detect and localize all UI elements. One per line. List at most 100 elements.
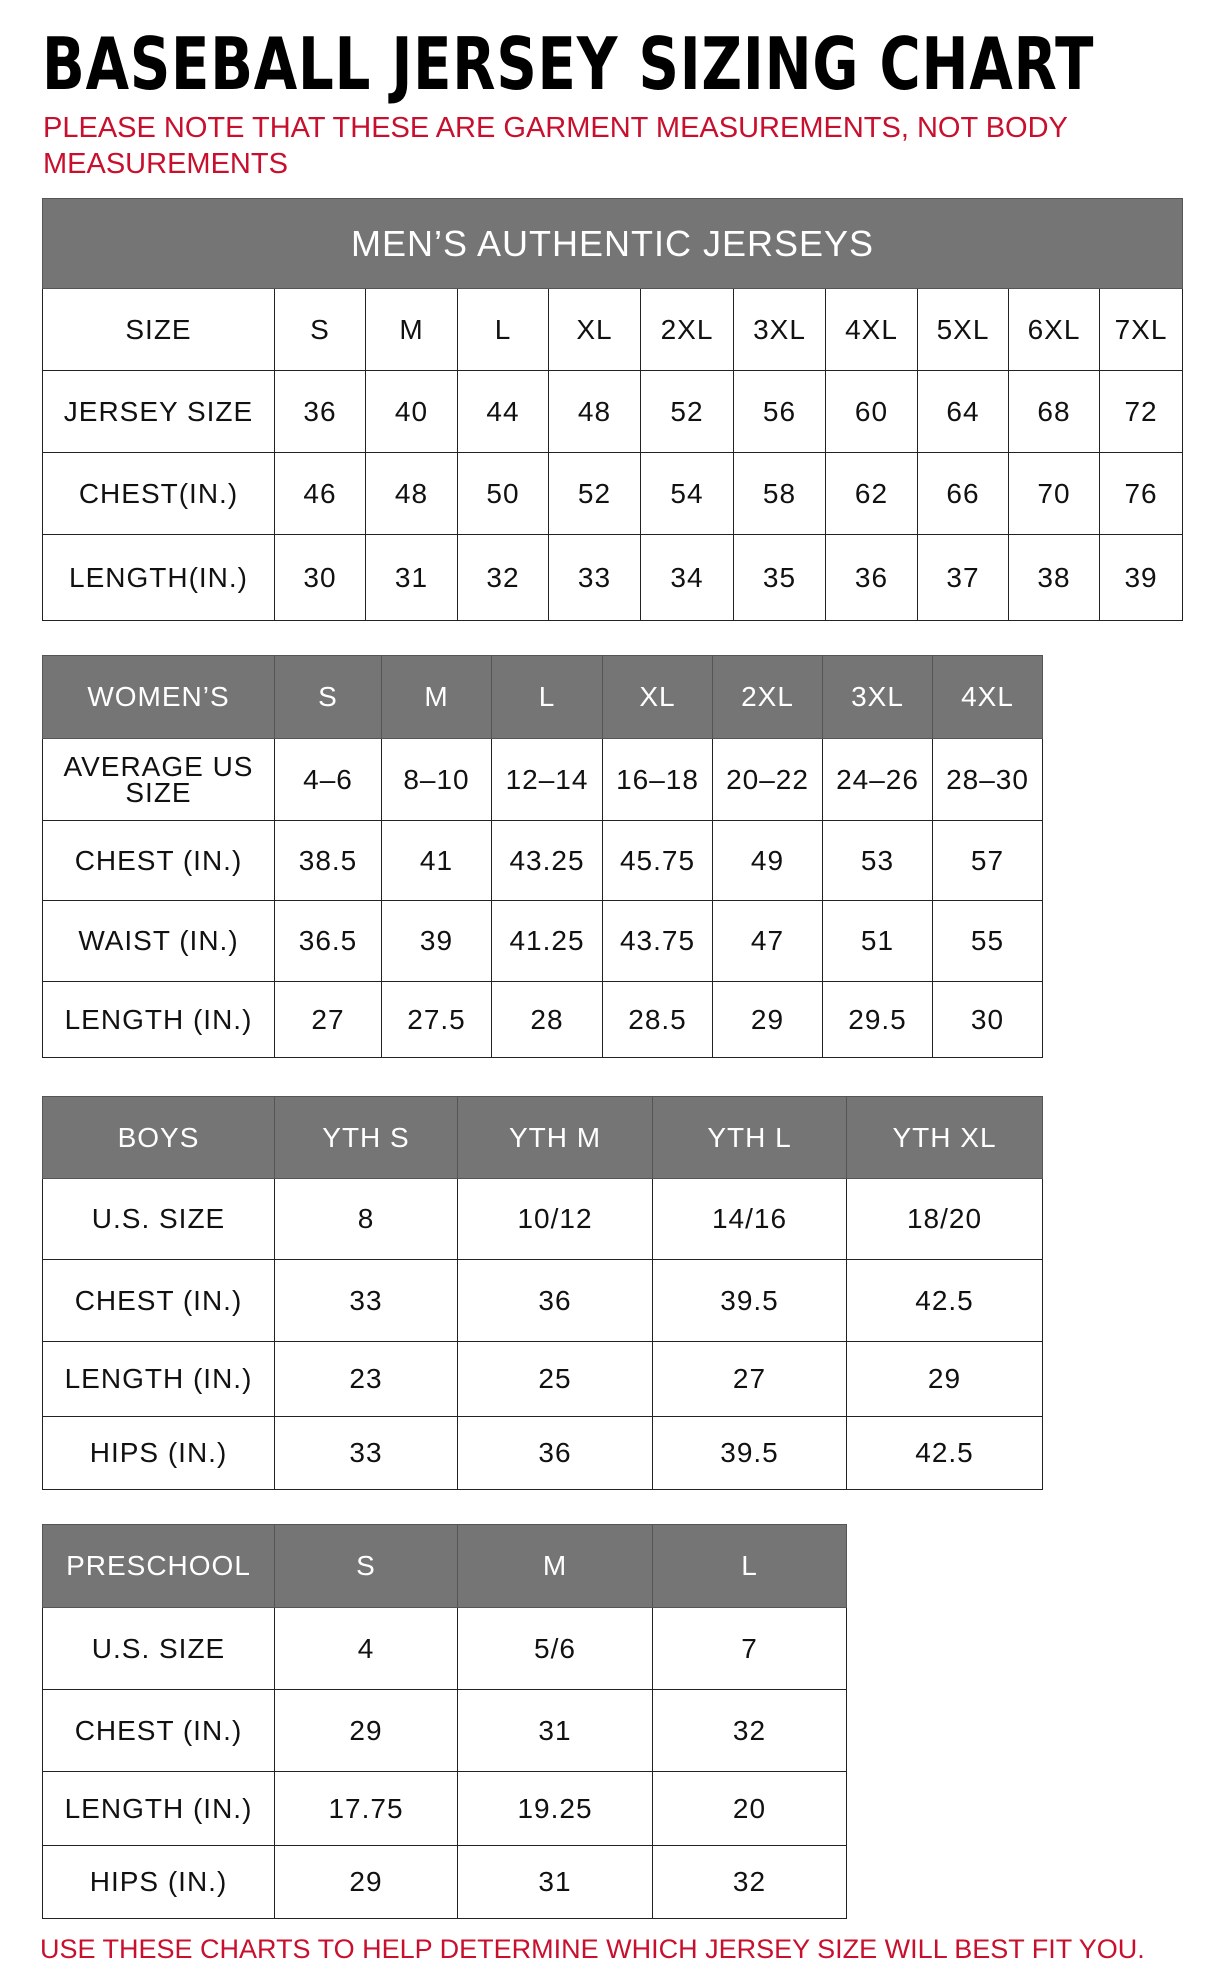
table-cell: 43.75	[602, 900, 713, 982]
column-header: 2XL	[640, 288, 734, 371]
table-cell: 39.5	[652, 1416, 847, 1490]
table-cell: 40	[365, 370, 458, 453]
row-label: LENGTH (IN.)	[42, 981, 275, 1058]
table-row: LENGTH (IN.) 17.75 19.25 20	[42, 1771, 847, 1846]
table-cell: 36	[274, 370, 366, 453]
table-cell: 43.25	[491, 820, 603, 901]
table-cell: 38.5	[274, 820, 382, 901]
table-row: LENGTH (IN.) 27 27.5 28 28.5 29 29.5 30	[42, 981, 1043, 1058]
row-label: SIZE	[42, 288, 275, 371]
row-label: JERSEY SIZE	[42, 370, 275, 453]
table-cell: 31	[365, 534, 458, 621]
column-header: L	[652, 1524, 847, 1608]
table-cell: 28	[491, 981, 603, 1058]
table-cell: 45.75	[602, 820, 713, 901]
table-cell: 41.25	[491, 900, 603, 982]
table-cell: 49	[712, 820, 823, 901]
table-cell: 48	[548, 370, 641, 453]
table-row: LENGTH (IN.) 23 25 27 29	[42, 1341, 1043, 1417]
row-label: U.S. SIZE	[42, 1178, 275, 1260]
table-cell: 33	[548, 534, 641, 621]
row-label: AVERAGE US SIZE	[42, 738, 275, 821]
table-cell: 44	[457, 370, 549, 453]
column-header: 3XL	[822, 655, 933, 739]
column-header: S	[274, 655, 382, 739]
mens-size-table: MEN’S AUTHENTIC JERSEYS SIZE S M L XL 2XL 3XL 4X…	[41, 198, 1184, 621]
table-cell: 30	[932, 981, 1043, 1058]
column-header: L	[491, 655, 603, 739]
table-cell: 36	[825, 534, 918, 621]
table-cell: 27	[652, 1341, 847, 1417]
table-cell: 72	[1098, 370, 1184, 453]
table-cell: 34	[640, 534, 734, 621]
column-header: XL	[602, 655, 713, 739]
table-cell: 50	[457, 452, 549, 535]
table-cell: 52	[548, 452, 641, 535]
column-header: 6XL	[1008, 288, 1100, 371]
table-row: WAIST (IN.) 36.5 39 41.25 43.75 47 51 55	[42, 900, 1043, 982]
table-cell: 32	[457, 534, 549, 621]
table-cell: 48	[365, 452, 458, 535]
table-cell: 19.25	[457, 1771, 653, 1846]
row-label: BOYS	[42, 1096, 275, 1179]
table-row: AVERAGE US SIZE 4–6 8–10 12–14 16–18 20–22 24–…	[42, 738, 1043, 821]
table-cell: 31	[457, 1845, 653, 1919]
table-cell: 39	[1098, 534, 1184, 621]
table-cell: 18/20	[846, 1178, 1043, 1260]
column-header: YTH L	[652, 1096, 847, 1179]
table-row: JERSEY SIZE 36 40 44 48 52 56 60 64 68 72	[42, 370, 1184, 453]
table-cell: 41	[381, 820, 492, 901]
table-cell: 28.5	[602, 981, 713, 1058]
page-title: BASEBALL JERSEY SIZING CHART	[42, 22, 1095, 106]
table-row: U.S. SIZE 4 5/6 7	[42, 1607, 847, 1690]
table-row: CHEST (IN.) 38.5 41 43.25 45.75 49 53 57	[42, 820, 1043, 901]
table-cell: 47	[712, 900, 823, 982]
row-label: WOMEN’S	[42, 655, 275, 739]
table-cell: 55	[932, 900, 1043, 982]
table-cell: 35	[733, 534, 826, 621]
table-cell: 70	[1008, 452, 1100, 535]
table-cell: 33	[274, 1416, 458, 1490]
column-header: YTH XL	[846, 1096, 1043, 1179]
table-cell: 64	[917, 370, 1009, 453]
table-cell: 8–10	[381, 738, 492, 821]
table-cell: 36.5	[274, 900, 382, 982]
table-header-row: PRESCHOOL S M L	[42, 1524, 847, 1608]
table-cell: 33	[274, 1259, 458, 1342]
table-cell: 46	[274, 452, 366, 535]
column-header: 4XL	[825, 288, 918, 371]
row-label: HIPS (IN.)	[42, 1845, 275, 1919]
table-cell: 76	[1098, 452, 1184, 535]
table-cell: 29	[846, 1341, 1043, 1417]
table-cell: 20–22	[712, 738, 823, 821]
table-cell: 51	[822, 900, 933, 982]
column-header: L	[457, 288, 549, 371]
table-cell: 66	[917, 452, 1009, 535]
womens-size-table: WOMEN’S S M L XL 2XL 3XL 4XL AVERAGE US SIZE 4–6 8…	[42, 655, 1043, 1058]
table-cell: 58	[733, 452, 826, 535]
row-label: LENGTH(IN.)	[42, 534, 275, 621]
table-cell: 42.5	[846, 1416, 1043, 1490]
row-label: LENGTH (IN.)	[42, 1771, 275, 1846]
preschool-size-table: PRESCHOOL S M L U.S. SIZE 4 5/6 7 CHEST (IN.) 29 3…	[42, 1524, 847, 1919]
footer-note: USE THESE CHARTS TO HELP DETERMINE WHICH…	[40, 1934, 1145, 1964]
table-cell: 56	[733, 370, 826, 453]
row-label: LENGTH (IN.)	[42, 1341, 275, 1417]
table-cell: 29	[274, 1689, 458, 1772]
column-header: YTH S	[274, 1096, 458, 1179]
table-cell: 12–14	[491, 738, 603, 821]
row-label: CHEST (IN.)	[42, 1689, 275, 1772]
table-cell: 29.5	[822, 981, 933, 1058]
column-header: M	[381, 655, 492, 739]
table-row: CHEST (IN.) 29 31 32	[42, 1689, 847, 1772]
table-cell: 4	[274, 1607, 458, 1690]
table-cell: 7	[652, 1607, 847, 1690]
row-label: HIPS (IN.)	[42, 1416, 275, 1490]
table-row: LENGTH(IN.) 30 31 32 33 34 35 36 37 38 39	[42, 534, 1184, 621]
column-header: XL	[548, 288, 641, 371]
table-cell: 27	[274, 981, 382, 1058]
table-cell: 20	[652, 1771, 847, 1846]
table-cell: 10/12	[457, 1178, 653, 1260]
table-cell: 4–6	[274, 738, 382, 821]
table-cell: 39.5	[652, 1259, 847, 1342]
